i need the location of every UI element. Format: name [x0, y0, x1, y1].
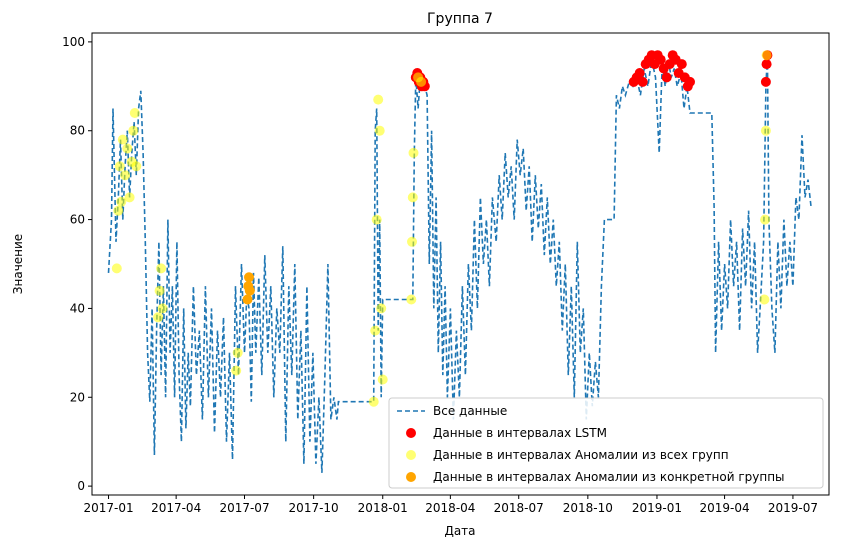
- legend-swatch-marker: [406, 450, 416, 460]
- series-markers-2: [111, 50, 772, 407]
- data-point: [634, 68, 645, 78]
- data-point: [232, 347, 243, 358]
- data-point: [637, 76, 648, 87]
- data-point: [114, 161, 125, 172]
- data-point: [129, 108, 140, 118]
- y-tick-label: 0: [77, 479, 85, 493]
- data-point: [760, 76, 771, 87]
- x-tick-label: 2018-10: [563, 501, 613, 515]
- x-axis-label: Дата: [444, 524, 475, 538]
- x-tick-label: 2017-04: [151, 501, 201, 515]
- x-tick-label: 2017-07: [219, 501, 269, 515]
- y-tick-label: 80: [70, 124, 85, 138]
- x-tick-label: 2019-04: [700, 501, 750, 515]
- data-point: [244, 285, 255, 296]
- data-point: [373, 94, 384, 105]
- data-point: [368, 396, 379, 407]
- data-point: [376, 303, 387, 314]
- legend-box: [388, 397, 824, 489]
- legend-label: Данные в интервалах Аномалии из всех гру…: [433, 448, 729, 462]
- data-point: [371, 214, 382, 225]
- legend-label: Данные в интервалах LSTM: [433, 426, 607, 440]
- x-axis: 2017-01 2017-04 2017-07 2017-10 2018-01 2018-…: [83, 495, 818, 515]
- data-point: [120, 170, 131, 181]
- data-point: [406, 294, 417, 305]
- series-markers-3: [242, 272, 255, 305]
- data-point: [122, 143, 133, 154]
- data-point: [407, 236, 417, 247]
- y-tick-label: 40: [70, 301, 85, 315]
- data-point: [116, 196, 127, 207]
- plot-area-frame: [91, 32, 830, 496]
- y-axis-label: Значение: [11, 234, 25, 294]
- data-point: [760, 214, 771, 225]
- data-point: [377, 374, 388, 385]
- chart-title: Группа 7: [427, 11, 493, 27]
- x-tick-label: 2018-04: [425, 501, 475, 515]
- data-point: [685, 76, 695, 87]
- data-point: [111, 263, 122, 274]
- data-point: [124, 192, 135, 203]
- data-point: [760, 125, 771, 136]
- data-point: [761, 59, 772, 70]
- data-point: [128, 125, 139, 136]
- data-point: [761, 50, 772, 61]
- data-point: [157, 303, 168, 314]
- data-point: [244, 272, 254, 283]
- data-point: [156, 263, 167, 274]
- data-point: [407, 192, 418, 203]
- data-point: [117, 134, 128, 145]
- data-point: [408, 147, 419, 158]
- data-point: [416, 76, 427, 87]
- data-point: [374, 125, 385, 136]
- series-layer: [107, 50, 812, 473]
- data-point: [154, 285, 165, 296]
- series-line-all-data: [107, 55, 812, 473]
- legend-swatch-marker: [406, 428, 416, 438]
- x-tick-label: 2017-10: [289, 501, 339, 515]
- legend: Все данные Данные в интервалах LSTM Данные…: [388, 397, 824, 489]
- y-tick-label: 60: [70, 213, 85, 227]
- y-tick-label: 20: [70, 390, 85, 404]
- y-axis: 0 20 40 60 80 100: [62, 35, 92, 493]
- data-point: [131, 161, 142, 172]
- data-point: [231, 365, 242, 376]
- x-tick-label: 2018-01: [358, 501, 408, 515]
- data-point: [759, 294, 770, 305]
- data-point: [153, 312, 164, 323]
- series-markers-1: [410, 50, 773, 92]
- y-tick-label: 100: [62, 35, 85, 49]
- x-tick-label: 2017-01: [83, 501, 133, 515]
- x-tick-label: 2019-01: [632, 501, 682, 515]
- data-point: [655, 54, 666, 65]
- legend-swatch-marker: [406, 472, 416, 482]
- data-point: [113, 205, 124, 216]
- data-point: [370, 325, 381, 336]
- x-tick-label: 2018-07: [494, 501, 544, 515]
- data-point: [676, 59, 687, 70]
- x-tick-label: 2019-07: [768, 501, 818, 515]
- legend-label: Данные в интервалах Аномалии из конкретн…: [433, 470, 785, 484]
- legend-label: Все данные: [433, 404, 507, 418]
- data-point: [661, 72, 672, 83]
- data-point: [242, 294, 253, 305]
